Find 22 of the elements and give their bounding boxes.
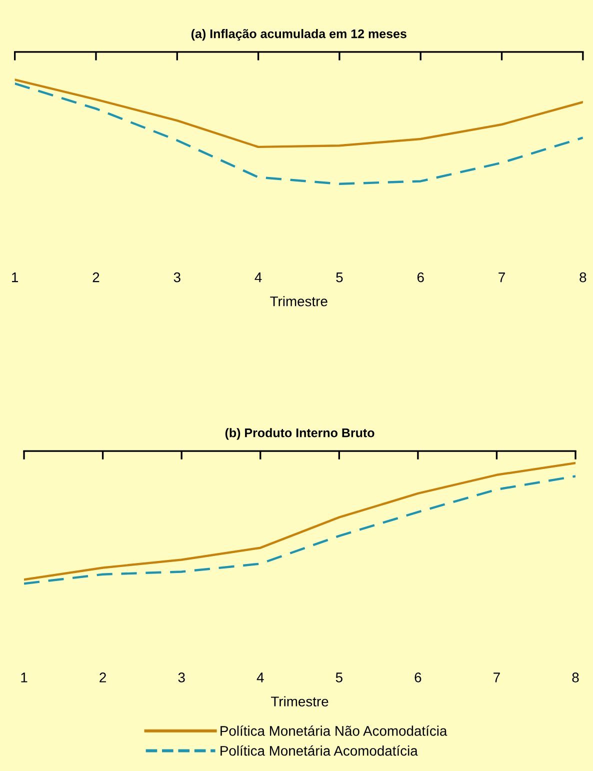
- x-tick-label: 5: [336, 672, 342, 682]
- legend-label: Política Monetária Acomodatícia: [220, 745, 418, 756]
- x-tick-label: 1: [12, 272, 18, 282]
- chart-title: (b) Produto Interno Bruto: [225, 428, 374, 440]
- x-tick-label: 5: [336, 272, 343, 282]
- x-tick-label: 4: [256, 672, 264, 682]
- x-tick-label: 2: [92, 272, 100, 282]
- x-tick-label: 2: [100, 672, 106, 682]
- x-tick-label: 1: [21, 672, 28, 682]
- x-tick-label: 7: [494, 672, 500, 682]
- x-tick-label: 3: [178, 672, 185, 682]
- x-tick-label: 8: [580, 272, 586, 282]
- x-tick-label: 7: [498, 272, 505, 282]
- x-tick-label: 6: [417, 272, 424, 282]
- x-tick-label: 6: [414, 672, 422, 682]
- legend-label: Política Monetária Não Acomodatícia: [220, 726, 448, 736]
- x-tick-label: 3: [174, 272, 180, 282]
- x-tick-label: 8: [572, 672, 579, 682]
- x-tick-label: 4: [254, 272, 262, 282]
- chart-title: (a) Inflação acumulada em 12 meses: [191, 29, 406, 41]
- x-axis-title: Trimestre: [270, 296, 328, 306]
- x-axis-title: Trimestre: [271, 696, 328, 706]
